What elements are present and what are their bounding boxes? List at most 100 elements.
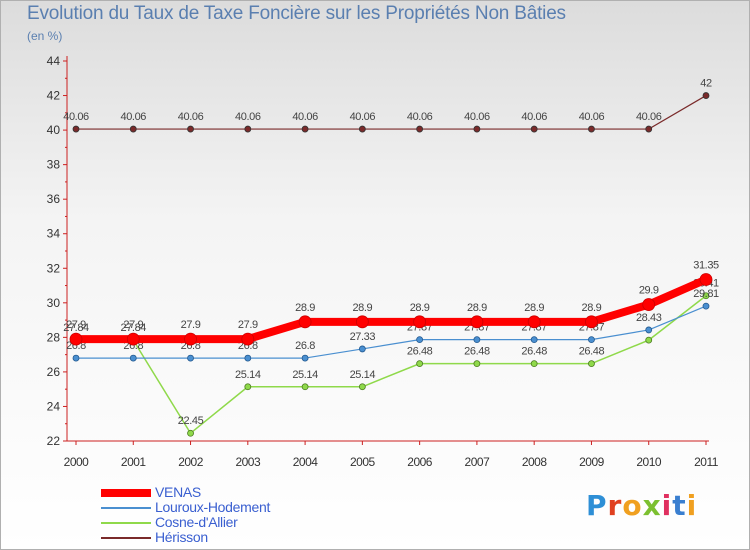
data-point (301, 383, 309, 391)
data-point (358, 383, 366, 391)
data-label: 40.06 (121, 111, 147, 123)
data-label: 29.81 (693, 288, 719, 300)
series-herisson: 40.06 40.06 40.06 40.06 40.06 40.06 40.06 40.06… (63, 78, 712, 133)
data-label: 25.14 (235, 369, 261, 381)
y-tick-label: 28 (47, 330, 61, 344)
chart-title: Evolution du Taux de Taxe Foncière sur l… (27, 3, 566, 24)
data-point (645, 125, 653, 133)
y-tick-label: 22 (47, 434, 61, 448)
y-tick-label: 38 (47, 158, 61, 172)
data-label: 31.35 (693, 260, 719, 272)
data-label: 40.06 (407, 111, 433, 123)
series-line-herisson (76, 95, 707, 130)
data-label: 40.06 (579, 111, 605, 123)
legend-label-herisson: Hérisson (155, 529, 208, 545)
data-label: 25.14 (292, 369, 318, 381)
data-point (473, 125, 481, 133)
data-label: 28.43 (636, 312, 662, 324)
data-point (358, 345, 366, 353)
logo-letter: r (607, 489, 623, 522)
y-tick-label: 36 (47, 192, 61, 206)
data-point (298, 315, 312, 329)
data-label: 26.48 (579, 346, 605, 358)
data-label: 27.84 (121, 322, 147, 334)
x-tick-label: 2008 (522, 455, 548, 469)
x-tick-label: 2000 (64, 455, 90, 469)
data-label: 40.06 (464, 111, 490, 123)
data-point (301, 125, 309, 133)
y-tick-label: 32 (47, 261, 61, 275)
data-label: 40.06 (178, 111, 204, 123)
series-line-venas (76, 275, 708, 344)
data-point (72, 125, 80, 133)
data-label: 28.9 (467, 302, 487, 314)
data-point (470, 315, 484, 329)
data-label: 26.48 (521, 346, 547, 358)
data-point (527, 315, 541, 329)
data-point (126, 332, 140, 346)
data-point (530, 336, 538, 344)
x-tick-label: 2010 (636, 455, 662, 469)
data-point (473, 336, 481, 344)
proxiti-logo: Proxiti (586, 489, 697, 522)
chart-subtitle: (en %) (27, 29, 63, 43)
data-label: 22.45 (178, 415, 204, 427)
data-point (530, 125, 538, 133)
x-tick-label: 2005 (350, 455, 376, 469)
data-label: 27.9 (238, 319, 258, 331)
data-point (244, 125, 252, 133)
data-label: 27.9 (66, 319, 86, 331)
data-label: 28.9 (582, 302, 602, 314)
data-point (702, 292, 710, 300)
data-label: 40.06 (636, 111, 662, 123)
data-point (69, 332, 83, 346)
data-point (129, 125, 137, 133)
data-point (645, 326, 653, 334)
data-point (699, 273, 713, 286)
data-label: 28.9 (352, 302, 372, 314)
data-label: 40.06 (63, 111, 89, 123)
data-point (588, 360, 595, 368)
series-line-louroux-hodement (76, 305, 707, 359)
logo-letter: i (661, 489, 673, 522)
series-cosne-d-allier: 27.84 27.84 22.45 25.14 25.14 25.14 26.48 26.48… (63, 278, 719, 437)
data-label: 40.06 (235, 111, 261, 123)
data-point (129, 354, 137, 362)
data-label: 28.9 (295, 302, 315, 314)
x-tick-label: 2011 (694, 455, 719, 469)
data-label: 28.9 (410, 302, 430, 314)
data-point (702, 92, 710, 99)
legend-swatch-venas (101, 489, 151, 497)
logo-letter: t (672, 489, 687, 522)
data-point (241, 332, 255, 346)
y-tick-label: 44 (47, 54, 61, 68)
data-label: 29.9 (639, 285, 659, 297)
y-tick-label: 40 (47, 123, 61, 137)
legend-swatch-cosne-d-allier (101, 522, 151, 524)
data-point (585, 315, 598, 329)
data-point (413, 315, 427, 329)
data-label: 26.8 (295, 340, 315, 352)
data-point (184, 332, 197, 346)
data-label: 40.06 (350, 111, 376, 123)
data-point (72, 354, 80, 362)
data-point (187, 429, 194, 437)
data-point (588, 125, 595, 133)
y-tick-label: 42 (47, 89, 61, 103)
data-point (187, 125, 194, 133)
legend-label-cosne-d-allier: Cosne-d'Allier (155, 514, 238, 530)
data-point (416, 125, 424, 133)
data-label: 27.33 (350, 331, 376, 343)
x-tick-label: 2006 (407, 455, 433, 469)
y-tick-label: 26 (47, 365, 61, 379)
y-tick-label: 30 (47, 296, 61, 310)
data-label: 40.06 (292, 111, 318, 123)
legend-label-louroux-hodement: Louroux-Hodement (155, 499, 271, 515)
legend-swatch-louroux-hodement (101, 507, 151, 509)
data-point (416, 336, 424, 344)
y-tick-label: 24 (47, 399, 61, 413)
x-tick-label: 2009 (579, 455, 605, 469)
series-venas: 27.9 27.9 27.9 27.9 28.9 28.9 28.9 28.9 28.9 28.9… (66, 260, 719, 346)
